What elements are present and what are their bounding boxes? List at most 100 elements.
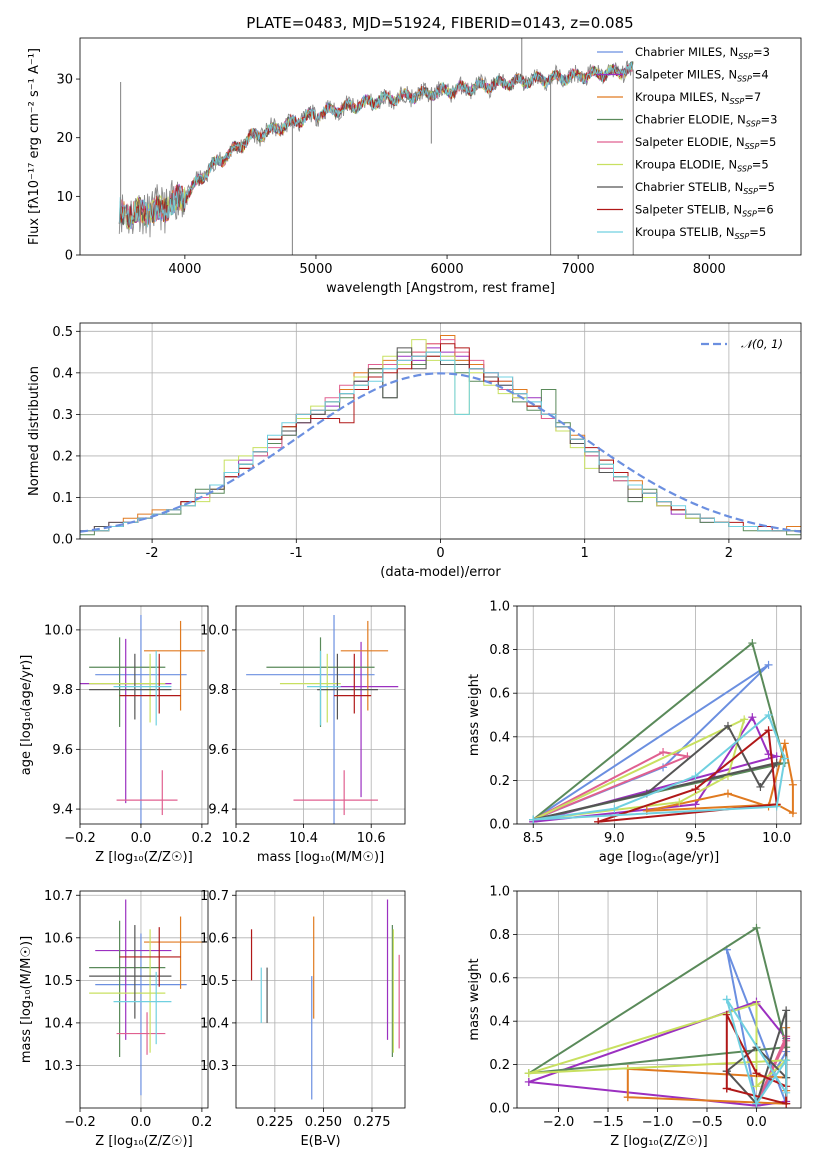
legend-sub: SSP bbox=[735, 232, 750, 241]
weight-marker bbox=[764, 726, 773, 735]
legend-count: =6 bbox=[757, 203, 774, 217]
x-axis-label: Z [log₁₀(Z/Z☉)] bbox=[95, 850, 192, 865]
weight-marker bbox=[764, 711, 773, 719]
y-tick-label: 30 bbox=[56, 73, 73, 88]
weight-marker bbox=[594, 817, 603, 824]
y-tick-label: 9.6 bbox=[52, 743, 73, 758]
gaussian-curve bbox=[80, 372, 801, 533]
weight-marker bbox=[752, 923, 761, 932]
x-tick-label: 0.250 bbox=[305, 1115, 342, 1130]
y-tick-label: 9.4 bbox=[208, 803, 229, 818]
weight-marker bbox=[780, 754, 789, 763]
legend-sub: SSP bbox=[737, 165, 752, 174]
spectrum-line bbox=[119, 61, 634, 227]
panel-spectrum: 4000 5000 6000 7000 8000 0 10 20 30 wavelength [A… bbox=[27, 37, 802, 296]
weight-marker bbox=[752, 1069, 761, 1078]
legend-entry: Chabrier STELIB, NSSP=5 bbox=[635, 180, 775, 196]
y-tick-label: 0.0 bbox=[52, 533, 73, 548]
y-tick-label: 0.4 bbox=[489, 1015, 510, 1030]
x-tick-label: 0.0 bbox=[746, 1115, 767, 1130]
legend-count: =5 bbox=[759, 135, 776, 149]
figure-title: PLATE=0483, MJD=51924, FIBERID=0143, z=0… bbox=[246, 14, 633, 32]
weight-marker bbox=[756, 782, 765, 791]
weight-marker bbox=[752, 999, 761, 1008]
plot-area bbox=[80, 335, 801, 539]
legend-label: Salpeter MILES, N bbox=[635, 68, 737, 82]
weight-series bbox=[528, 926, 788, 1075]
x-axis-label: age [log₁₀(age/yr)] bbox=[599, 850, 720, 865]
x-tick-label: −1.0 bbox=[642, 1115, 674, 1130]
y-tick-label: 1.0 bbox=[489, 885, 510, 900]
panel-weight_vs_Z: −2.0 −1.5 −1.0 −0.5 0.0 0.0 0.2 0.4 0.6 0.8 1.0 Z [… bbox=[467, 885, 802, 1149]
y-tick-label: 10.5 bbox=[200, 974, 229, 989]
axes-frame bbox=[235, 890, 406, 1109]
weight-marker bbox=[752, 1082, 761, 1091]
panel-mass_vs_ebv: 0.225 0.250 0.275 10.3 10.4 10.5 10.6 10.7 E(B-V… bbox=[200, 889, 406, 1149]
y-axis-label: Flux [fλ10⁻¹⁷ erg cm⁻² s⁻¹ A⁻¹] bbox=[27, 48, 42, 245]
x-axis-label: (data-model)/error bbox=[380, 565, 501, 580]
spectrum-line bbox=[118, 61, 634, 228]
y-tick-label: 10.4 bbox=[200, 1016, 229, 1031]
weight-series bbox=[725, 1014, 788, 1105]
y-tick-label: 0.6 bbox=[489, 687, 510, 702]
y-tick-label: 9.8 bbox=[208, 683, 229, 698]
y-tick-label: 9.4 bbox=[52, 803, 73, 818]
x-tick-label: 0.2 bbox=[192, 831, 213, 846]
weight-marker bbox=[788, 809, 797, 818]
legend-entry: Salpeter STELIB, NSSP=6 bbox=[635, 203, 774, 219]
y-tick-label: 10.0 bbox=[200, 623, 229, 638]
legend-label: Salpeter STELIB, N bbox=[635, 203, 742, 217]
x-tick-label: 7000 bbox=[562, 262, 595, 277]
y-axis-label: Normed distribution bbox=[27, 366, 42, 496]
weight-marker bbox=[691, 772, 700, 781]
x-axis-label: Z [log₁₀(Z/Z☉)] bbox=[95, 1134, 192, 1149]
x-tick-label: −2.0 bbox=[543, 1115, 575, 1130]
x-tick-label: −1.5 bbox=[592, 1115, 624, 1130]
x-tick-label: −0.5 bbox=[691, 1115, 723, 1130]
weight-series bbox=[532, 641, 787, 821]
legend-entry: 𝒩(0, 1) bbox=[741, 337, 783, 351]
legend-label: Chabrier STELIB, N bbox=[635, 180, 743, 194]
x-tick-label: -1 bbox=[290, 546, 303, 561]
axes-frame bbox=[235, 605, 406, 825]
y-tick-label: 0.0 bbox=[489, 818, 510, 833]
weight-series bbox=[532, 751, 691, 821]
legend-count: =5 bbox=[758, 180, 775, 194]
weight-marker bbox=[659, 748, 668, 757]
weight-marker bbox=[748, 639, 757, 648]
legend-sub: SSP bbox=[743, 187, 758, 196]
x-tick-label: 0 bbox=[436, 546, 444, 561]
panel-weight_vs_age: 8.5 9.0 9.5 10.0 0.0 0.2 0.4 0.6 0.8 1.0 age [log₁… bbox=[467, 600, 802, 865]
axes-frame bbox=[516, 890, 802, 1109]
weight-marker bbox=[740, 715, 749, 724]
spectrum-line bbox=[118, 62, 634, 229]
legend-sub: SSP bbox=[730, 97, 745, 106]
x-tick-label: 5000 bbox=[299, 262, 332, 277]
plot-area bbox=[246, 614, 399, 824]
y-tick-label: 0.4 bbox=[489, 730, 510, 745]
axes-frame bbox=[79, 37, 802, 256]
x-tick-label: 10.2 bbox=[222, 831, 251, 846]
weight-marker bbox=[691, 800, 700, 809]
x-tick-label: 0.275 bbox=[353, 1115, 390, 1130]
y-tick-label: 10.5 bbox=[44, 974, 73, 989]
weight-marker bbox=[691, 785, 700, 794]
legend-entry: Chabrier MILES, NSSP=3 bbox=[635, 45, 770, 61]
weight-marker bbox=[780, 739, 789, 748]
plot-area bbox=[118, 38, 634, 255]
legend-entry: Kroupa ELODIE, NSSP=5 bbox=[635, 158, 769, 174]
y-tick-label: 9.6 bbox=[208, 743, 229, 758]
plot-area bbox=[80, 614, 205, 824]
plot-area bbox=[529, 639, 797, 824]
spectrum-line bbox=[118, 62, 634, 228]
x-tick-label: 0.225 bbox=[256, 1115, 293, 1130]
x-tick-label: -2 bbox=[146, 546, 159, 561]
weight-marker bbox=[782, 1056, 791, 1065]
legend-entry: Kroupa STELIB, NSSP=5 bbox=[635, 225, 766, 241]
legend-label: Kroupa MILES, N bbox=[635, 90, 730, 104]
y-tick-label: 10.3 bbox=[200, 1059, 229, 1074]
plot-area bbox=[89, 899, 205, 1096]
x-tick-label: 9.0 bbox=[604, 831, 625, 846]
weight-series bbox=[532, 724, 779, 821]
axes-frame bbox=[79, 322, 802, 540]
